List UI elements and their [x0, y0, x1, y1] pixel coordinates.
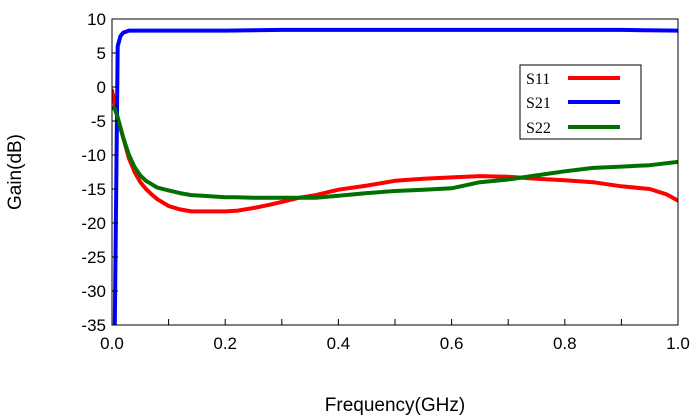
legend: S11 S21 S22: [519, 64, 642, 140]
x-tick-label: 0.2: [213, 334, 237, 353]
y-axis-title: Gain(dB): [5, 134, 26, 210]
x-axis-title: Frequency(GHz): [325, 395, 465, 416]
series-line-s11: [112, 88, 678, 214]
legend-label-s11: S11: [526, 71, 550, 88]
series-line-s21: [112, 27, 678, 325]
y-tick-label: -10: [81, 146, 106, 165]
x-tick-label: 0.4: [327, 334, 351, 353]
y-tick-label: 0: [97, 78, 106, 97]
y-tick-label: -25: [81, 248, 106, 267]
x-tick-label: 1.0: [666, 334, 690, 353]
y-tick-label: -35: [81, 316, 106, 335]
y-tick-label: -5: [91, 112, 106, 131]
legend-label-s22: S22: [526, 120, 551, 137]
series-layer: [112, 27, 678, 325]
x-tick-label: 0.8: [553, 334, 577, 353]
ticks-layer: [111, 18, 679, 326]
x-tick-label: 0.6: [440, 334, 464, 353]
legend-label-s21: S21: [526, 95, 551, 112]
y-tick-label: -30: [81, 282, 106, 301]
series-line-s22: [112, 105, 678, 200]
y-tick-label: -15: [81, 180, 106, 199]
x-tick-label: 0.0: [100, 334, 124, 353]
y-tick-label: 5: [97, 44, 106, 63]
y-tick-label: -20: [81, 214, 106, 233]
tick-labels-layer: 0.0 0.2 0.4 0.6 0.8 1.0 10 5 0 -5 -10 -15 -20 -25 -30 -…: [81, 10, 689, 353]
y-tick-label: 10: [87, 10, 106, 29]
